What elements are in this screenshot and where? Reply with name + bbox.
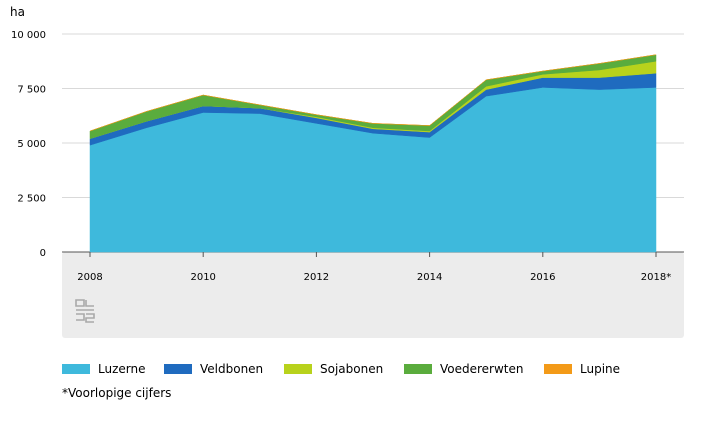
legend-swatch: [164, 364, 192, 374]
area-lupine: [89, 54, 657, 132]
y-tick-label: 2 500: [17, 194, 46, 205]
y-tick-label: 5 000: [17, 139, 46, 150]
cbs-logo: [75, 299, 95, 323]
legend-item-sojabonen: Sojabonen: [284, 362, 404, 376]
legend-swatch: [284, 364, 312, 374]
legend-label: Sojabonen: [320, 362, 384, 376]
legend-swatch: [404, 364, 432, 374]
footnote: *Voorlopige cijfers: [62, 386, 172, 400]
x-tick-label: 2012: [304, 272, 329, 283]
y-tick-label: 7 500: [17, 85, 46, 96]
legend: Luzerne Veldbonen Sojabonen Voedererwten…: [62, 362, 644, 376]
legend-swatch: [62, 364, 90, 374]
legend-label: Luzerne: [98, 362, 146, 376]
legend-item-lupine: Lupine: [544, 362, 644, 376]
x-tick-labels: 2008 2010 2012 2014 2016 2018*: [77, 252, 671, 283]
legend-label: Voedererwten: [440, 362, 524, 376]
area-series: [89, 54, 657, 253]
legend-swatch: [544, 364, 572, 374]
y-tick-labels: 0 2 500 5 000 7 500 10 000: [11, 30, 46, 259]
y-tick-label: 10 000: [11, 30, 46, 41]
legend-label: Veldbonen: [200, 362, 264, 376]
y-tick-label: 0: [40, 248, 46, 259]
x-axis-band: [62, 252, 684, 338]
legend-label: Lupine: [580, 362, 621, 376]
x-tick-label: 2016: [530, 272, 555, 283]
x-tick-label: 2018*: [641, 272, 671, 283]
x-tick-label: 2008: [77, 272, 102, 283]
legend-item-voedererwten: Voedererwten: [404, 362, 544, 376]
x-tick-label: 2010: [190, 272, 215, 283]
legend-item-luzerne: Luzerne: [62, 362, 164, 376]
x-tick-label: 2014: [417, 272, 442, 283]
legend-item-veldbonen: Veldbonen: [164, 362, 284, 376]
y-axis-unit-label: ha: [10, 5, 25, 19]
